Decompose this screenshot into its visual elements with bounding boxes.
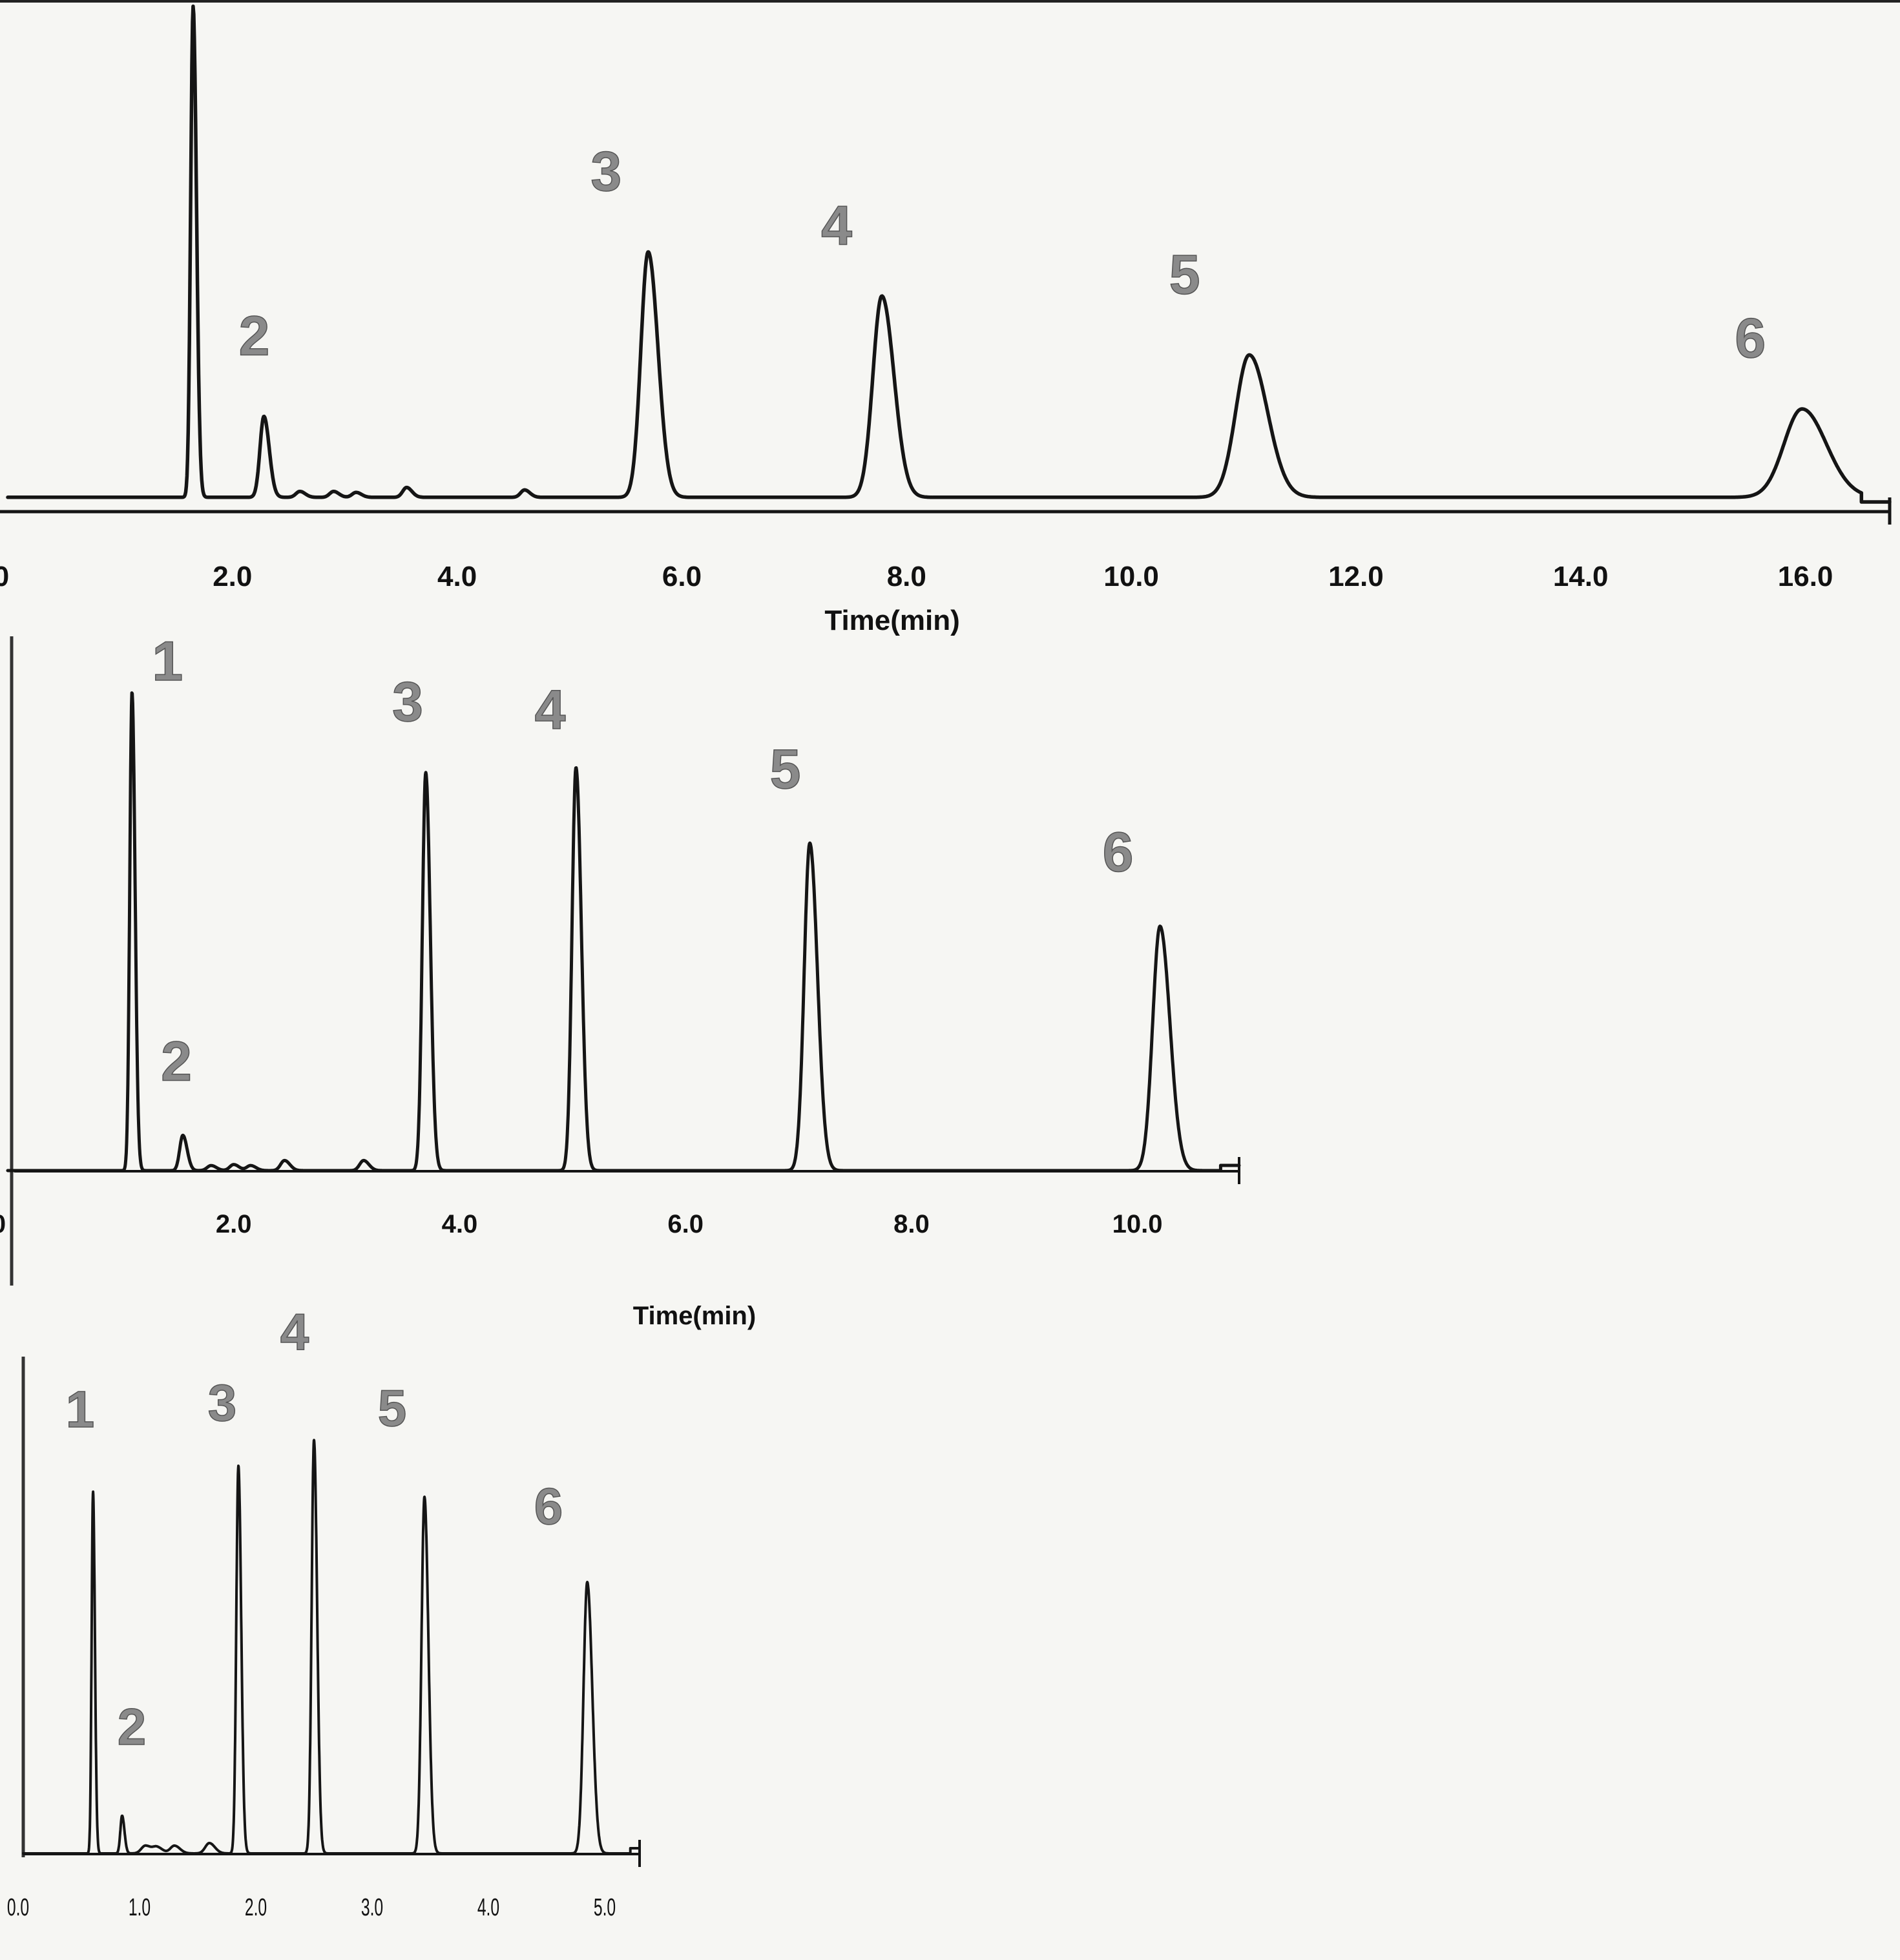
chromatogram-trace [22,1439,641,1855]
peak-label-2: 2 [118,1698,147,1756]
x-tick-label: 3.0 [361,1893,383,1921]
x-tick-label: 2.0 [245,1893,267,1921]
x-tick-label: 0 [0,1210,6,1238]
x-tick-label: 16.0 [1778,561,1833,592]
x-tick-label: 8.0 [893,1210,930,1238]
peak-label-2: 2 [239,306,270,368]
x-axis-title: Time(min) [633,1302,756,1330]
x-tick-label: 0 [0,561,9,592]
x-tick-label: 10.0 [1112,1210,1163,1238]
peak-label-4: 4 [280,1303,309,1361]
peak-label-6: 6 [534,1477,563,1535]
x-tick-label: 0.0 [7,1893,29,1921]
x-tick-label: 1.0 [129,1893,151,1921]
x-tick-label: 2.0 [216,1210,252,1238]
chromatogram-trace [6,5,1892,504]
peak-label-3: 3 [590,141,621,203]
x-tick-label: 4.0 [477,1893,499,1921]
chromatogram-1: 12345602.04.06.08.010.012.014.016.0Time(… [0,5,1892,636]
x-tick-label: 12.0 [1328,561,1384,592]
peak-label-4: 4 [535,679,566,741]
peak-label-5: 5 [1169,244,1200,306]
peak-label-1: 1 [152,631,183,693]
peak-label-4: 4 [821,194,852,256]
peak-label-6: 6 [1735,308,1766,370]
peak-label-3: 3 [392,671,423,733]
x-tick-label: 6.0 [662,561,702,592]
peak-label-1: 1 [66,1381,95,1438]
x-tick-label: 8.0 [887,561,926,592]
x-tick-label: 2.0 [213,561,252,592]
x-axis-title: Time(min) [824,605,959,636]
chromatogram-3: 1 2 34 5 6 0.0 1.0 2.0 3.0 4.0 5.0 [7,1302,641,1921]
x-tick-label: 10.0 [1103,561,1159,592]
chromatogram-2: 1 2 3 4 5 6 0 2.0 4.0 6.0 8.0 10.0 Time(min) [0,630,1241,1330]
peak-label-2: 2 [161,1030,192,1092]
peak-label-6: 6 [1103,822,1134,884]
x-tick-label: 5.0 [594,1893,616,1921]
x-tick-label: 6.0 [667,1210,704,1238]
peak-label-5: 5 [770,738,801,800]
x-tick-label: 14.0 [1553,561,1609,592]
peak-label-3: 3 [208,1374,237,1432]
x-tick-label: 4.0 [442,1210,478,1238]
peak-label-5: 5 [378,1379,407,1437]
x-tick-label: 4.0 [437,561,477,592]
chromatogram-trace [6,691,1241,1173]
